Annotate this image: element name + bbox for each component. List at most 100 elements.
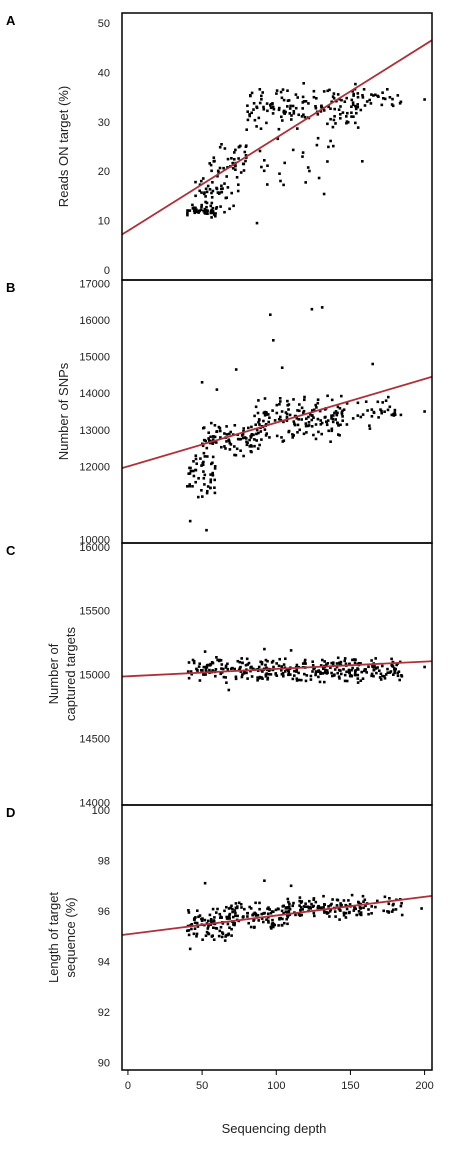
data-point <box>320 306 324 309</box>
data-point <box>327 105 330 109</box>
data-point <box>267 672 271 676</box>
data-point <box>387 910 391 914</box>
data-point <box>288 905 291 908</box>
data-point <box>286 906 289 910</box>
data-point <box>303 660 307 664</box>
data-point <box>365 671 368 674</box>
data-point <box>309 678 313 681</box>
data-point <box>323 903 326 906</box>
data-point <box>326 394 329 398</box>
data-point <box>194 454 198 457</box>
data-point <box>335 413 338 416</box>
data-point <box>257 116 261 120</box>
panel-letter-A: A <box>6 13 16 28</box>
data-point <box>225 175 228 178</box>
data-point <box>215 911 218 914</box>
data-point <box>223 909 226 913</box>
data-point <box>280 436 283 439</box>
data-point <box>260 912 263 916</box>
data-point <box>315 143 319 147</box>
data-point <box>250 675 254 678</box>
data-point <box>204 200 207 204</box>
data-point <box>317 675 320 679</box>
data-point <box>348 671 351 675</box>
data-point <box>271 925 275 928</box>
data-point <box>242 169 246 172</box>
data-point <box>333 910 337 913</box>
data-point <box>209 486 212 490</box>
data-point <box>203 455 207 458</box>
data-point <box>297 418 300 421</box>
data-point <box>186 213 189 217</box>
data-point <box>202 209 205 213</box>
data-point <box>393 667 396 670</box>
data-point <box>246 104 249 107</box>
data-point <box>343 657 347 660</box>
data-point <box>316 906 320 910</box>
data-point <box>280 410 284 413</box>
data-point <box>398 102 402 105</box>
fit-line-D <box>121 894 433 936</box>
data-point <box>219 672 222 676</box>
plot-frame-D <box>121 804 433 1071</box>
x-axis-label: Sequencing depth <box>222 1121 327 1136</box>
data-point <box>310 307 314 311</box>
data-point <box>294 913 297 917</box>
x-tick-label: 150 <box>341 1080 359 1092</box>
data-point <box>330 429 333 433</box>
x-tick-label: 200 <box>415 1080 433 1092</box>
data-point <box>261 91 264 94</box>
data-point <box>290 114 293 117</box>
data-point <box>368 427 372 430</box>
data-point <box>263 159 266 162</box>
data-point <box>336 93 340 96</box>
data-point <box>278 917 281 920</box>
data-point <box>399 904 403 908</box>
data-point <box>260 98 263 101</box>
data-point <box>351 658 354 662</box>
data-point <box>325 910 328 914</box>
y-tick-label: 17000 <box>79 279 110 291</box>
data-point <box>230 191 233 195</box>
x-axis: 0 50 100 150 200 <box>125 1070 434 1092</box>
data-point <box>283 921 286 925</box>
data-point <box>213 465 217 468</box>
data-point <box>275 434 279 438</box>
data-point <box>241 916 245 919</box>
data-point <box>305 674 309 677</box>
data-point <box>269 925 273 929</box>
data-point <box>212 213 216 216</box>
data-point <box>260 94 263 98</box>
data-point <box>247 921 250 925</box>
data-point <box>204 212 207 215</box>
data-point <box>191 203 194 207</box>
data-point <box>278 657 281 661</box>
data-point <box>362 669 366 673</box>
data-point <box>369 102 373 105</box>
data-point <box>275 89 279 92</box>
data-point <box>250 91 254 95</box>
data-point <box>293 669 296 673</box>
data-point <box>393 408 397 412</box>
data-point <box>383 97 387 101</box>
data-point <box>241 673 244 676</box>
data-point <box>259 660 262 664</box>
data-point <box>344 911 348 915</box>
data-point <box>312 89 316 93</box>
data-point <box>339 669 342 672</box>
data-point <box>193 211 196 215</box>
data-point <box>187 661 191 664</box>
data-point <box>352 92 355 96</box>
data-point <box>217 934 221 938</box>
data-point <box>341 419 344 422</box>
data-point <box>332 414 335 417</box>
y-axis-label-D: Length of target sequence (%) <box>46 892 78 983</box>
data-point <box>281 917 284 921</box>
data-point <box>299 906 303 909</box>
data-point <box>223 432 226 435</box>
data-point <box>254 901 257 905</box>
data-point <box>341 409 344 413</box>
data-point <box>200 464 203 467</box>
data-point <box>225 933 229 937</box>
data-point <box>269 104 272 107</box>
